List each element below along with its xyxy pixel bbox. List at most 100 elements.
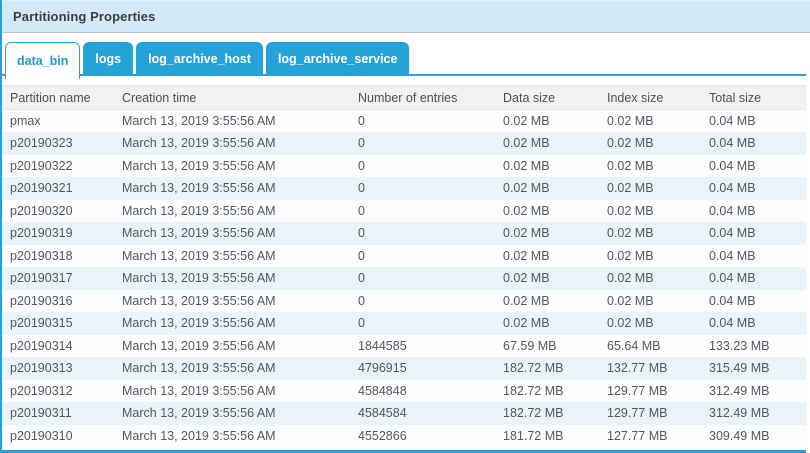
table-row: p20190319 March 13, 2019 3:55:56 AM 0 0.02 … bbox=[2, 222, 806, 245]
table-cell: March 13, 2019 3:55:56 AM bbox=[114, 244, 350, 267]
table-row: p20190317 March 13, 2019 3:55:56 AM 0 0.02 … bbox=[2, 267, 806, 290]
table-row: p20190322 March 13, 2019 3:55:56 AM 0 0.02 … bbox=[2, 154, 806, 177]
table-cell: 0.02 MB bbox=[495, 289, 599, 312]
table-header-row: Partition name Creation time Number of ent… bbox=[2, 85, 806, 110]
table-cell: 0.02 MB bbox=[495, 154, 599, 177]
table-cell: March 13, 2019 3:55:56 AM bbox=[114, 199, 350, 222]
table-cell: 0 bbox=[350, 154, 495, 177]
column-header: Creation time bbox=[114, 85, 350, 110]
table-cell: 65.64 MB bbox=[599, 334, 701, 357]
tab-bar: data_bin logs log_archive_host log_archive_… bbox=[0, 42, 810, 79]
table-cell: March 13, 2019 3:55:56 AM bbox=[114, 222, 350, 245]
table-cell: 4584584 bbox=[350, 402, 495, 425]
partitions-table-wrap: Partition name Creation time Number of ent… bbox=[2, 85, 810, 447]
table-cell: March 13, 2019 3:55:56 AM bbox=[114, 402, 350, 425]
table-row: p20190320 March 13, 2019 3:55:56 AM 0 0.02 … bbox=[2, 199, 806, 222]
table-row: p20190318 March 13, 2019 3:55:56 AM 0 0.02 … bbox=[2, 244, 806, 267]
table-cell: March 13, 2019 3:55:56 AM bbox=[114, 154, 350, 177]
table-cell: March 13, 2019 3:55:56 AM bbox=[114, 379, 350, 402]
table-row: p20190321 March 13, 2019 3:55:56 AM 0 0.02 … bbox=[2, 177, 806, 200]
table-cell: 133.23 MB bbox=[701, 334, 806, 357]
table-cell: p20190319 bbox=[2, 222, 114, 245]
table-row: p20190315 March 13, 2019 3:55:56 AM 0 0.02 … bbox=[2, 312, 806, 335]
table-cell: 0 bbox=[350, 222, 495, 245]
table-row: pmax March 13, 2019 3:55:56 AM 0 0.02 MB 0.0… bbox=[2, 109, 806, 132]
table-cell: March 13, 2019 3:55:56 AM bbox=[114, 312, 350, 335]
table-cell: 0.02 MB bbox=[495, 132, 599, 155]
table-cell: 0.04 MB bbox=[701, 222, 806, 245]
column-header: Index size bbox=[599, 85, 701, 110]
table-cell: p20190310 bbox=[2, 424, 114, 447]
panel-left-border bbox=[0, 0, 2, 453]
table-cell: 182.72 MB bbox=[495, 402, 599, 425]
table-cell: 4552866 bbox=[350, 424, 495, 447]
table-cell: 0.02 MB bbox=[599, 312, 701, 335]
table-cell: 4796915 bbox=[350, 357, 495, 380]
table-cell: 315.49 MB bbox=[701, 357, 806, 380]
table-cell: 0.04 MB bbox=[701, 244, 806, 267]
table-cell: March 13, 2019 3:55:56 AM bbox=[114, 357, 350, 380]
tab-log_archive_service[interactable]: log_archive_service bbox=[265, 42, 410, 74]
table-cell: 1844585 bbox=[350, 334, 495, 357]
tab-data_bin[interactable]: data_bin bbox=[5, 42, 81, 79]
table-cell: 0 bbox=[350, 199, 495, 222]
table-cell: p20190313 bbox=[2, 357, 114, 380]
table-cell: 0.04 MB bbox=[701, 199, 806, 222]
table-row: p20190323 March 13, 2019 3:55:56 AM 0 0.02 … bbox=[2, 132, 806, 155]
table-cell: 0.04 MB bbox=[701, 289, 806, 312]
table-cell: 0 bbox=[350, 289, 495, 312]
table-cell: 0.02 MB bbox=[599, 222, 701, 245]
table-cell: 0.02 MB bbox=[495, 244, 599, 267]
table-cell: 181.72 MB bbox=[495, 424, 599, 447]
table-row: p20190311 March 13, 2019 3:55:56 AM 458458… bbox=[2, 402, 806, 425]
table-cell: 132.77 MB bbox=[599, 357, 701, 380]
table-cell: 0.04 MB bbox=[701, 312, 806, 335]
table-cell: 0.02 MB bbox=[599, 267, 701, 290]
table-cell: 0.04 MB bbox=[701, 109, 806, 132]
table-cell: p20190314 bbox=[2, 334, 114, 357]
column-header: Data size bbox=[495, 85, 599, 110]
table-cell: 0.02 MB bbox=[495, 109, 599, 132]
table-cell: March 13, 2019 3:55:56 AM bbox=[114, 177, 350, 200]
table-cell: 127.77 MB bbox=[599, 424, 701, 447]
tab-log_archive_host[interactable]: log_archive_host bbox=[136, 42, 263, 74]
table-cell: 182.72 MB bbox=[495, 379, 599, 402]
partitions-table: Partition name Creation time Number of ent… bbox=[2, 85, 806, 447]
tab-logs[interactable]: logs bbox=[83, 42, 134, 74]
table-cell: March 13, 2019 3:55:56 AM bbox=[114, 109, 350, 132]
table-cell: p20190315 bbox=[2, 312, 114, 335]
table-cell: p20190320 bbox=[2, 199, 114, 222]
table-cell: 0.04 MB bbox=[701, 177, 806, 200]
table-row: p20190310 March 13, 2019 3:55:56 AM 455286… bbox=[2, 424, 806, 447]
table-cell: 0 bbox=[350, 267, 495, 290]
table-cell: 0.02 MB bbox=[599, 132, 701, 155]
table-cell: March 13, 2019 3:55:56 AM bbox=[114, 132, 350, 155]
table-cell: March 13, 2019 3:55:56 AM bbox=[114, 289, 350, 312]
table-row: p20190314 March 13, 2019 3:55:56 AM 184458… bbox=[2, 334, 806, 357]
table-cell: 0.02 MB bbox=[599, 199, 701, 222]
table-cell: 0.02 MB bbox=[495, 312, 599, 335]
table-cell: 129.77 MB bbox=[599, 379, 701, 402]
table-cell: 0.04 MB bbox=[701, 132, 806, 155]
table-cell: p20190318 bbox=[2, 244, 114, 267]
tab-underline bbox=[0, 74, 806, 76]
table-cell: 4584848 bbox=[350, 379, 495, 402]
table-row: p20190316 March 13, 2019 3:55:56 AM 0 0.02 … bbox=[2, 289, 806, 312]
table-cell: 0.02 MB bbox=[495, 199, 599, 222]
table-cell: March 13, 2019 3:55:56 AM bbox=[114, 334, 350, 357]
table-cell: p20190316 bbox=[2, 289, 114, 312]
table-cell: 309.49 MB bbox=[701, 424, 806, 447]
table-cell: 0.02 MB bbox=[495, 222, 599, 245]
table-cell: p20190323 bbox=[2, 132, 114, 155]
column-header: Total size bbox=[701, 85, 806, 110]
table-cell: 0 bbox=[350, 132, 495, 155]
column-header: Partition name bbox=[2, 85, 114, 110]
table-cell: March 13, 2019 3:55:56 AM bbox=[114, 267, 350, 290]
panel-titlebar: Partitioning Properties bbox=[0, 0, 810, 33]
table-cell: 67.59 MB bbox=[495, 334, 599, 357]
table-cell: 0.02 MB bbox=[599, 177, 701, 200]
table-cell: 182.72 MB bbox=[495, 357, 599, 380]
table-cell: p20190312 bbox=[2, 379, 114, 402]
table-cell: 312.49 MB bbox=[701, 402, 806, 425]
tabs-row: data_bin logs log_archive_host log_archive_… bbox=[5, 42, 810, 79]
